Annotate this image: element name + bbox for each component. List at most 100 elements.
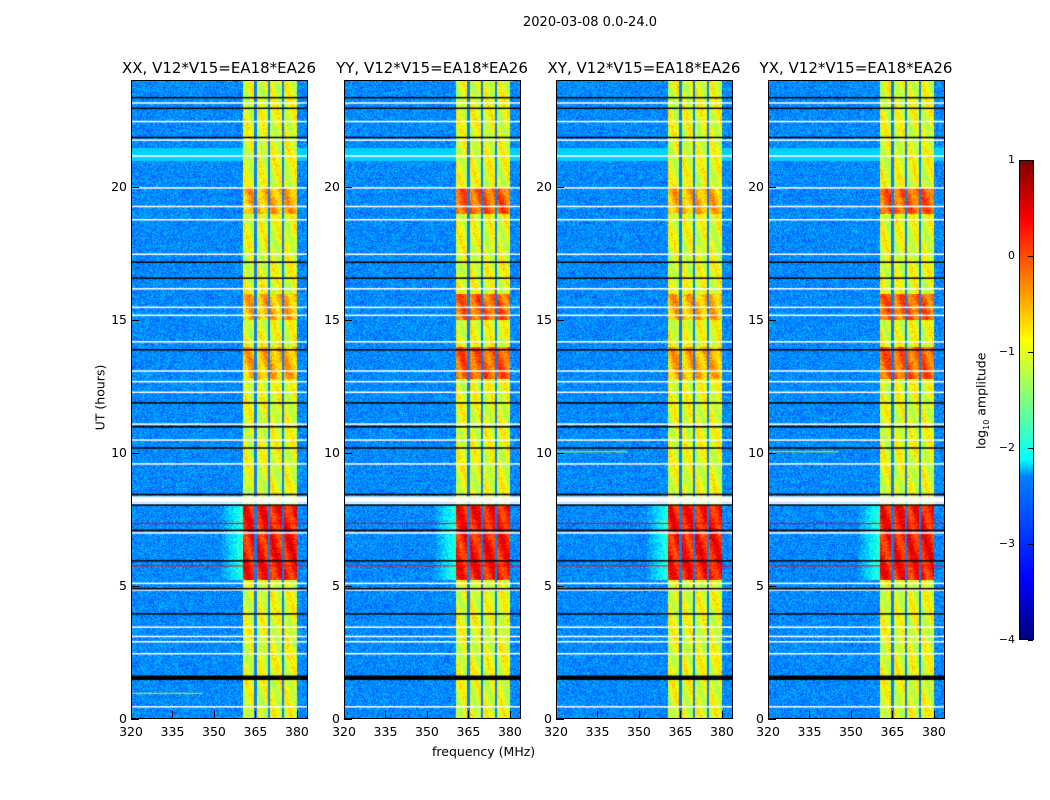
y-tick-mark	[556, 319, 564, 321]
x-tick-mark	[296, 711, 298, 719]
heatmap-image	[132, 81, 307, 718]
y-tick-mark	[344, 585, 352, 587]
x-tick-mark	[680, 711, 682, 719]
x-tick-mark	[768, 711, 769, 719]
y-tick-mark	[131, 585, 139, 587]
heatmap-panel-2	[344, 80, 521, 719]
x-tick-label: 380	[285, 724, 309, 739]
y-tick-mark	[556, 719, 564, 720]
x-tick-label: 380	[498, 724, 522, 739]
y-tick-label: 0	[544, 711, 552, 726]
heatmap-panel-4	[768, 80, 945, 719]
colorbar	[1019, 160, 1034, 640]
y-tick-mark	[344, 186, 352, 188]
x-tick-mark	[131, 711, 132, 719]
x-tick-mark	[850, 711, 852, 719]
y-tick-label: 20	[536, 178, 552, 194]
y-tick-label: 10	[748, 444, 764, 460]
colorbar-tick-label: −3	[998, 537, 1015, 550]
y-tick-mark	[768, 585, 776, 587]
x-tick-mark	[344, 711, 345, 719]
colorbar-tick-mark	[1028, 448, 1033, 449]
y-tick-label: 10	[111, 444, 127, 460]
y-tick-label: 5	[119, 577, 127, 593]
y-tick-mark	[131, 186, 139, 188]
figure-title: 2020-03-08 0.0-24.0	[523, 15, 657, 30]
y-tick-label: 0	[332, 711, 340, 726]
y-tick-label: 20	[324, 178, 340, 194]
y-tick-mark	[131, 319, 139, 321]
x-tick-label: 320	[756, 724, 780, 739]
y-tick-label: 5	[332, 577, 340, 593]
y-tick-mark	[131, 719, 139, 720]
x-tick-mark	[385, 711, 387, 719]
x-tick-mark	[638, 711, 640, 719]
heatmap-panel-1	[131, 80, 308, 719]
y-tick-mark	[556, 186, 564, 188]
x-tick-label: 335	[373, 724, 398, 739]
x-tick-mark	[426, 711, 428, 719]
x-tick-label: 365	[456, 724, 481, 739]
colorbar-tick-label: −2	[998, 441, 1015, 454]
y-tick-label: 15	[748, 311, 764, 327]
x-axis-label: frequency (MHz)	[432, 744, 536, 759]
y-tick-mark	[556, 452, 564, 454]
x-tick-label: 365	[668, 724, 693, 739]
x-tick-label: 335	[797, 724, 822, 739]
x-tick-mark	[933, 711, 935, 719]
y-tick-mark	[768, 319, 776, 321]
x-tick-label: 380	[710, 724, 734, 739]
y-tick-label: 15	[324, 311, 340, 327]
colorbar-tick-mark	[1028, 640, 1033, 641]
x-tick-mark	[556, 711, 557, 719]
y-tick-mark	[344, 319, 352, 321]
colorbar-tick-mark	[1028, 544, 1033, 545]
colorbar-tick-label: −4	[998, 633, 1015, 646]
x-tick-label: 335	[585, 724, 610, 739]
y-tick-label: 5	[544, 577, 552, 593]
x-tick-label: 350	[627, 724, 651, 739]
y-tick-mark	[344, 719, 352, 720]
y-tick-label: 10	[324, 444, 340, 460]
x-tick-mark	[213, 711, 215, 719]
colorbar-tick-mark	[1028, 160, 1033, 161]
y-tick-label: 0	[756, 711, 764, 726]
panel-title: YY, V12*V15=EA18*EA26	[336, 59, 528, 77]
panel-title: XY, V12*V15=EA18*EA26	[547, 59, 741, 77]
x-tick-mark	[597, 711, 599, 719]
x-tick-label: 350	[415, 724, 439, 739]
y-tick-mark	[344, 452, 352, 454]
x-tick-mark	[892, 711, 894, 719]
colorbar-tick-label: −1	[998, 345, 1015, 358]
y-tick-label: 5	[756, 577, 764, 593]
panel-title: YX, V12*V15=EA18*EA26	[759, 59, 953, 77]
x-tick-mark	[509, 711, 511, 719]
x-tick-mark	[468, 711, 470, 719]
x-tick-label: 350	[202, 724, 226, 739]
heatmap-image	[345, 81, 520, 718]
y-tick-mark	[768, 452, 776, 454]
y-tick-mark	[768, 719, 776, 720]
heatmap-image	[557, 81, 732, 718]
x-tick-mark	[809, 711, 811, 719]
y-tick-mark	[131, 452, 139, 454]
colorbar-label: log10 amplitude	[973, 352, 991, 449]
colorbar-tick-mark	[1028, 352, 1033, 353]
x-tick-label: 320	[119, 724, 143, 739]
y-tick-label: 20	[111, 178, 127, 194]
x-tick-mark	[255, 711, 257, 719]
x-tick-label: 380	[922, 724, 946, 739]
y-tick-mark	[768, 186, 776, 188]
y-tick-label: 10	[536, 444, 552, 460]
heatmap-panel-3	[556, 80, 733, 719]
colorbar-tick-label: 1	[1008, 153, 1015, 166]
heatmap-image	[769, 81, 944, 718]
y-tick-label: 0	[119, 711, 127, 726]
y-tick-mark	[556, 585, 564, 587]
x-tick-label: 350	[839, 724, 863, 739]
x-tick-label: 365	[880, 724, 905, 739]
colorbar-tick-label: 0	[1008, 249, 1015, 262]
y-axis-label: UT (hours)	[92, 364, 108, 431]
x-tick-mark	[172, 711, 174, 719]
x-tick-label: 365	[243, 724, 268, 739]
